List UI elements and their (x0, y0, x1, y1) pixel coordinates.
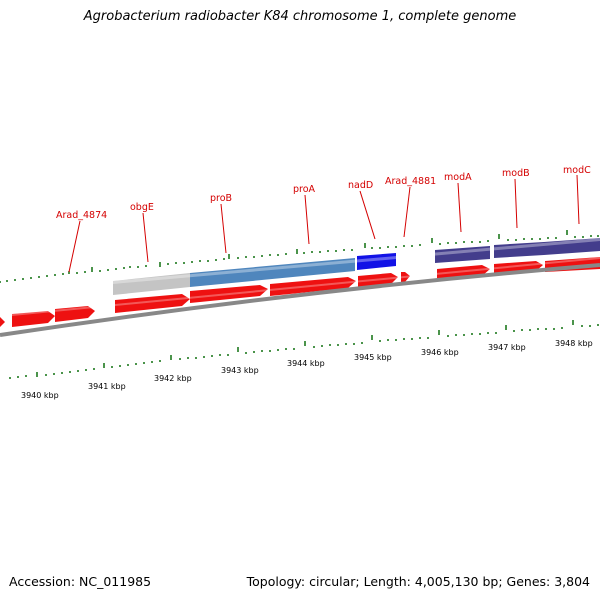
kbp-label: 3940 kbp (21, 391, 59, 400)
kbp-label: 3941 kbp (88, 382, 126, 391)
kbp-label: 3943 kbp (221, 366, 259, 375)
gene-arrow (401, 272, 410, 283)
gene-label-proA: proA (293, 184, 316, 195)
gene-label-modC: modC (563, 165, 591, 176)
kbp-label: 3945 kbp (354, 353, 392, 362)
lower-tick-row (9, 320, 599, 379)
cog-bar-modA (435, 246, 490, 263)
gene-arrow (270, 277, 356, 296)
kbp-label: 3948 kbp (555, 339, 593, 348)
gene-arrow-highlight (12, 257, 600, 316)
kbp-label: 3946 kbp (421, 348, 459, 357)
gene-arrow (190, 285, 268, 303)
cog-bar-highlight (113, 238, 600, 284)
gene-label-arad4874: Arad_4874 (56, 210, 107, 221)
map-title: Agrobacterium radiobacter K84 chromosome… (83, 9, 517, 24)
accession-text: Accession: NC_011985 (9, 574, 152, 589)
gene-label-leaders (68, 174, 580, 273)
gene-label-obgE: obgE (130, 202, 154, 213)
topology-summary: Topology: circular; Length: 4,005,130 bp… (246, 574, 590, 589)
cog-bar-modC (544, 238, 600, 255)
cog-bar-modB (494, 242, 544, 258)
gene-arrow (115, 294, 190, 313)
gene-arrow (0, 317, 5, 327)
cog-bar-nadD (357, 253, 396, 270)
kbp-label: 3944 kbp (287, 359, 325, 368)
kbp-label: 3947 kbp (488, 343, 526, 352)
backbone (0, 263, 600, 337)
gene-arrow (55, 306, 95, 322)
upper-tick-row (0, 230, 599, 283)
gene-label-arad4881: Arad_4881 (385, 176, 436, 187)
cog-bar-proB-proA (190, 258, 355, 287)
gene-arrow (12, 311, 55, 327)
gene-label-modA: modA (444, 172, 472, 183)
cog-bar-obgE (113, 273, 190, 295)
kbp-label: 3942 kbp (154, 374, 192, 383)
gene-label-nadD: nadD (348, 180, 373, 191)
gene-label-proB: proB (210, 193, 232, 204)
gene-label-modB: modB (502, 168, 530, 179)
